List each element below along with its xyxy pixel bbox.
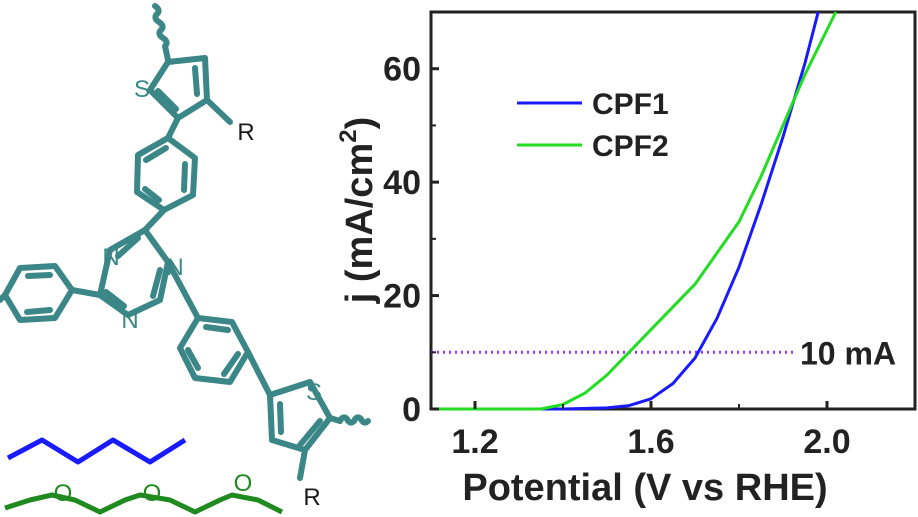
series-line-cpf1 bbox=[431, 11, 820, 411]
series-line-cpf2 bbox=[431, 11, 838, 411]
bond bbox=[0, 292, 8, 303]
y-tick-label: 0 bbox=[402, 391, 421, 429]
x-tick-label: 1.6 bbox=[627, 423, 674, 461]
reference-line-label: 10 mA bbox=[800, 335, 896, 371]
thiophene-double-bond bbox=[297, 418, 323, 448]
alkyl-chain bbox=[6, 437, 187, 465]
x-tick-label: 1.2 bbox=[451, 423, 498, 461]
y-tick-label: 60 bbox=[383, 51, 421, 89]
bond bbox=[165, 259, 201, 321]
triazine-double-bond bbox=[103, 289, 127, 309]
nitrogen-atom-bottom: N bbox=[121, 307, 138, 334]
benzene-double-bond bbox=[142, 186, 162, 203]
x-tick-label: 2.0 bbox=[803, 423, 850, 461]
triazine-double-bond bbox=[150, 267, 163, 299]
legend-label-cpf2: CPF2 bbox=[592, 130, 669, 163]
x-axis-label: Potential (V vs RHE) bbox=[462, 467, 827, 509]
benzene-double-bond bbox=[25, 272, 53, 279]
thiophene-double-bond bbox=[277, 401, 284, 435]
benzene-double-bond bbox=[203, 324, 231, 333]
oxygen-atom: O bbox=[143, 480, 162, 507]
bond bbox=[142, 207, 167, 233]
thiophene-double-bond bbox=[192, 65, 200, 97]
r-bond-top bbox=[204, 97, 233, 125]
y-tick-label: 40 bbox=[383, 164, 421, 202]
y-axis-label-main: j (mA/cm bbox=[339, 143, 381, 304]
y-axis-label-sup: 2 bbox=[335, 129, 362, 142]
r-bond-lower bbox=[297, 447, 308, 481]
thiophene-double-bond bbox=[155, 88, 179, 112]
oxygen-atom: O bbox=[54, 480, 73, 507]
legend-label-cpf1: CPF1 bbox=[592, 88, 669, 121]
nitrogen-atom-right: N bbox=[166, 254, 183, 281]
benzene-double-bond bbox=[185, 347, 201, 371]
sulfur-atom-top: S bbox=[134, 76, 150, 103]
polarization-chart: 10 mA 1.2 1.6 2.0 0 20 40 60 CPF1 CPF2 Potentia… bbox=[335, 10, 917, 509]
y-tick-label: 20 bbox=[383, 278, 421, 316]
benzene-double-bond bbox=[181, 161, 188, 193]
y-axis-label: j (mA/cm2) bbox=[335, 117, 381, 305]
thiophene-ring-lower bbox=[267, 379, 333, 453]
chemical-structure bbox=[0, 3, 371, 481]
sulfur-atom-lower: S bbox=[306, 379, 322, 406]
r-group-label-lower: R bbox=[303, 484, 320, 511]
benzene-double-bond bbox=[143, 145, 169, 163]
y-axis-label-close: ) bbox=[339, 117, 381, 130]
oxygen-atom: O bbox=[234, 470, 253, 497]
bond bbox=[165, 115, 181, 141]
benzene-double-bond bbox=[24, 307, 53, 315]
glycol-chain bbox=[4, 492, 284, 515]
r-group-label-top: R bbox=[237, 119, 254, 146]
benzene-double-bond bbox=[221, 351, 241, 377]
wavy-bond-top bbox=[152, 3, 171, 63]
bond bbox=[69, 287, 103, 298]
bond bbox=[245, 349, 273, 398]
benzene-ring-lower bbox=[177, 315, 251, 385]
plot-frame bbox=[429, 10, 917, 411]
triazine-double-bond bbox=[115, 235, 141, 259]
nitrogen-atom-top: N bbox=[102, 244, 119, 271]
thiophene-ring-top bbox=[147, 55, 210, 121]
wavy-bond-right bbox=[327, 414, 371, 426]
